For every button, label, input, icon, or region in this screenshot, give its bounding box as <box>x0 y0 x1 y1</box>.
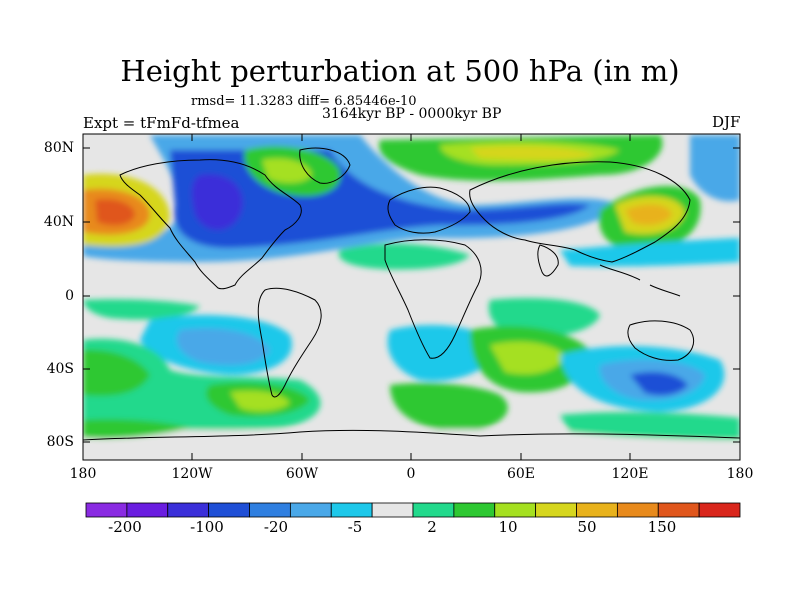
colorbar-swatch <box>289 502 332 518</box>
colorbar-swatch <box>412 502 455 518</box>
lon-tick-label: 60E <box>506 466 536 482</box>
season-label: DJF <box>712 113 741 131</box>
lon-tick-label: 180 <box>726 466 754 482</box>
south-america-coast <box>257 287 322 398</box>
colorbar-label: 2 <box>427 518 437 536</box>
asia-coast <box>469 161 691 263</box>
colorbar-swatch <box>453 502 496 518</box>
period-label: 3164kyr BP - 0000kyr BP <box>322 106 502 122</box>
europe-coast <box>387 186 471 234</box>
experiment-label: Expt = tFmFd-tfmea <box>83 114 240 132</box>
colorbar-swatch <box>167 502 210 518</box>
colorbar-label: -200 <box>108 518 142 536</box>
colorbar-label: -100 <box>190 518 224 536</box>
colorbar-swatch <box>208 502 250 518</box>
lon-tick-label: 60W <box>285 466 319 482</box>
pos-region-north-africa <box>338 243 470 270</box>
colorbar-label: 150 <box>647 518 677 536</box>
colorbar-swatch <box>576 502 618 518</box>
colorbar-swatch <box>494 502 537 518</box>
map-panel <box>82 133 741 461</box>
stats-label: rmsd= 11.3283 diff= 6.85446e-10 <box>191 94 417 109</box>
page-title: Height perturbation at 500 hPa (in m) <box>120 54 680 88</box>
neg-core-north-america-deep <box>191 174 243 230</box>
lon-tick-label: 180 <box>69 466 97 482</box>
lat-tick-label: 80S <box>46 434 74 450</box>
colorbar-swatch <box>616 502 659 518</box>
colorbar-swatch <box>330 502 373 518</box>
colorbar <box>85 502 741 518</box>
colorbar-swatch <box>698 502 741 518</box>
coastlines <box>83 147 740 441</box>
greenland-coast <box>299 147 351 184</box>
colorbar-swatch <box>657 502 700 518</box>
india-coast <box>537 244 559 277</box>
lon-tick-label: 120E <box>611 466 649 482</box>
australia-coast <box>627 320 694 361</box>
lon-tick-label: 120W <box>171 466 213 482</box>
lat-tick-label: 80N <box>43 140 74 156</box>
lat-tick-label: 40S <box>46 361 74 377</box>
colorbar-swatch <box>535 502 577 518</box>
colorbar-label: -5 <box>347 518 363 536</box>
colorbar-swatch <box>85 502 128 518</box>
contour-fill <box>83 134 740 460</box>
colorbar-label: 50 <box>577 518 597 536</box>
colorbar-label: 10 <box>498 518 518 536</box>
colorbar-swatch <box>126 502 169 518</box>
axis-ticks <box>83 134 740 460</box>
lat-tick-label: 0 <box>65 288 74 304</box>
lon-tick-label: 0 <box>406 466 416 482</box>
africa-coast <box>384 239 482 359</box>
antarctica-coast <box>83 429 740 441</box>
colorbar-label: -20 <box>263 518 289 536</box>
north-america-coast <box>119 159 302 290</box>
lat-tick-label: 40N <box>43 214 74 230</box>
colorbar-swatch <box>249 502 291 518</box>
colorbar-swatch <box>371 502 414 518</box>
